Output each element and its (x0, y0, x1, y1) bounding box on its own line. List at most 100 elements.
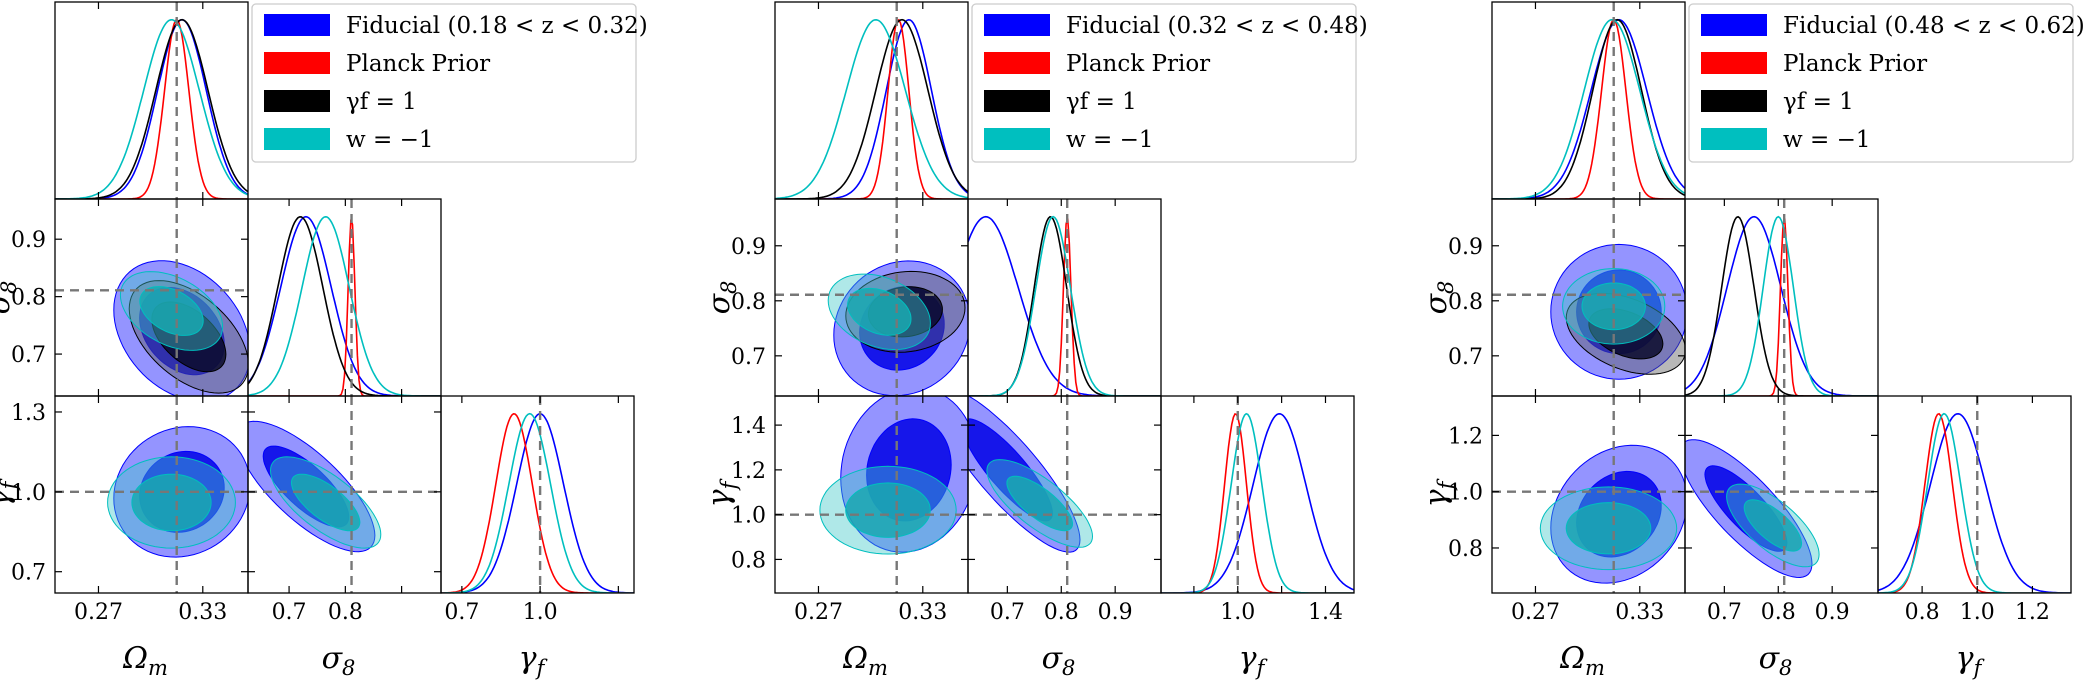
legend-swatch (1701, 14, 1767, 36)
x-tick-label: 0.8 (328, 600, 363, 625)
y-tick-label: 0.7 (11, 561, 46, 586)
marginal-σ8 (1685, 215, 1878, 396)
legend-label: γf = 1 (1066, 89, 1137, 115)
x-tick-label: 0.27 (74, 600, 123, 625)
y-axis-label-σ8: σ8 (1419, 281, 1458, 315)
y-tick-label: 0.7 (11, 343, 46, 368)
y-tick-label: 0.8 (1448, 537, 1483, 562)
corner-panel-1: 0.7 0.8 0.9 0.7 1.0 1.3 0.27 0.33 0.7 0.8 0.7 1.0 Ωm… (0, 1, 648, 680)
marginal-curve-Planck-Prior (55, 18, 248, 199)
legend-label: Fiducial (0.18 < z < 0.32) (346, 13, 648, 39)
subplot-frame (774, 1, 969, 200)
x-axis-label-Ωm: Ωm (1559, 641, 1605, 680)
subplot-frame (1160, 395, 1355, 594)
x-tick-label: 0.8 (1905, 600, 1940, 625)
x-tick-label: 1.2 (2015, 600, 2050, 625)
legend-swatch (984, 52, 1050, 74)
x-tick-label: 1.0 (1220, 600, 1255, 625)
marginal-curve-Fiducial (248, 215, 441, 396)
x-tick-label: 0.33 (178, 600, 227, 625)
x-tick-label: 0.9 (1815, 600, 1850, 625)
marginal-curve-Planck-Prior (248, 219, 441, 396)
marginal-curve-Planck-Prior (1161, 413, 1354, 593)
contour-Ωm-σ8 (1550, 243, 1685, 380)
marginal-γf (1878, 412, 2071, 593)
contour-68-w-=-−1 (847, 287, 912, 336)
corner-panel-2: 0.7 0.8 0.9 0.8 1.0 1.2 1.4 0.27 0.33 0.7 0.8 0.9 1.… (702, 1, 1368, 680)
contour-68-w-=-−1 (290, 473, 361, 532)
marginal-σ8 (968, 215, 1161, 396)
x-tick-label: 0.7 (990, 600, 1025, 625)
y-axis-label-σ8: σ8 (702, 281, 741, 315)
x-axis-label-σ8: σ8 (1759, 641, 1793, 680)
marginal-γf (441, 412, 634, 593)
marginal-curve-w-=-−1 (55, 19, 248, 199)
marginal-curve-γf-=-1 (775, 18, 968, 199)
marginal-curve-γf-=-1 (1492, 18, 1685, 199)
contour-Ωm-σ8 (827, 260, 968, 396)
marginal-Ωm (1492, 18, 1685, 199)
marginal-Ωm (775, 18, 968, 199)
contour-Ωm-σ8 (113, 260, 248, 396)
y-tick-label: 1.0 (731, 504, 766, 529)
legend-swatch (264, 52, 330, 74)
y-tick-label: 0.9 (11, 228, 46, 253)
x-tick-label: 0.8 (1761, 600, 1796, 625)
x-tick-label: 0.27 (1511, 600, 1560, 625)
legend-frame (251, 3, 637, 163)
subplot-frame (1684, 198, 1879, 397)
subplot-frame (440, 395, 635, 594)
legend-label: w = −1 (346, 127, 434, 153)
marginal-curve-w-=-−1 (1685, 215, 1878, 396)
y-tick-label: 0.8 (1448, 290, 1483, 315)
contour-68-w-=-−1 (139, 286, 204, 336)
legend-swatch (264, 90, 330, 112)
contour-68-w-=-−1 (845, 482, 931, 538)
x-axis-label-γf: γf (1239, 641, 1268, 680)
legend-swatch (984, 14, 1050, 36)
legend-swatch (264, 128, 330, 150)
marginal-curve-Planck-Prior (1685, 218, 1878, 396)
x-tick-label: 0.7 (1707, 600, 1742, 625)
x-tick-label: 1.0 (523, 600, 558, 625)
legend: Fiducial (0.32 < z < 0.48) Planck Prior γf… (971, 3, 1368, 163)
legend-swatch (1701, 128, 1767, 150)
x-axis-label-γf: γf (519, 641, 548, 680)
legend: Fiducial (0.48 < z < 0.62) Planck Prior γf… (1688, 3, 2085, 163)
y-tick-label: 1.0 (1448, 481, 1483, 506)
x-tick-label: 0.7 (272, 600, 307, 625)
x-axis-label-Ωm: Ωm (842, 641, 888, 680)
y-axis-label-γf: γf (702, 478, 741, 507)
legend-label: Fiducial (0.32 < z < 0.48) (1066, 13, 1368, 39)
y-axis-label-γf: γf (1419, 478, 1458, 507)
y-tick-label: 1.2 (1448, 424, 1483, 449)
x-tick-label: 0.33 (898, 600, 947, 625)
marginal-Ωm (55, 18, 248, 199)
contour-68-w-=-−1 (1565, 502, 1652, 555)
contour-σ8-γf (248, 420, 382, 553)
legend-swatch (264, 14, 330, 36)
x-axis-label-σ8: σ8 (1042, 641, 1076, 680)
y-tick-label: 0.9 (1448, 235, 1483, 260)
contour-68-w-=-−1 (1006, 475, 1074, 532)
legend-frame (1688, 3, 2074, 163)
contour-68-w-=-−1 (131, 473, 212, 532)
y-tick-label: 0.8 (731, 548, 766, 573)
legend-label: Fiducial (0.48 < z < 0.62) (1783, 13, 2085, 39)
contour-Ωm-γf (819, 396, 968, 555)
legend-label: Planck Prior (346, 51, 490, 77)
marginal-γf (1161, 412, 1354, 593)
y-tick-label: 0.7 (731, 345, 766, 370)
legend-label: γf = 1 (1783, 89, 1854, 115)
y-tick-label: 0.7 (1448, 345, 1483, 370)
x-tick-label: 0.27 (794, 600, 843, 625)
y-tick-label: 0.9 (731, 235, 766, 260)
y-tick-label: 1.2 (731, 459, 766, 484)
marginal-curve-Planck-Prior (441, 412, 634, 593)
marginal-curve-w-=-−1 (775, 18, 968, 199)
x-tick-label: 0.8 (1044, 600, 1079, 625)
y-axis-label-σ8: σ8 (0, 281, 21, 315)
x-axis-label-γf: γf (1956, 641, 1985, 680)
y-tick-label: 1.3 (11, 401, 46, 426)
